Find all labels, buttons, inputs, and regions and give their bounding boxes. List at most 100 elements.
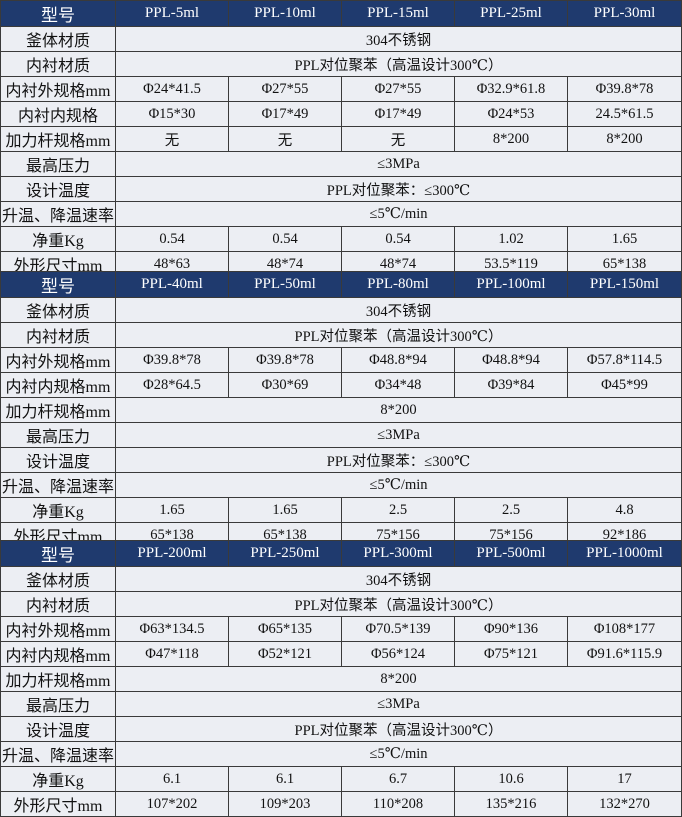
row-label-cell: 外形尺寸mm bbox=[0, 791, 116, 817]
row-label-cell: 净重Kg bbox=[0, 497, 116, 523]
value-cell: 6.7 bbox=[341, 766, 455, 792]
row-label-cell: 内衬内规格 bbox=[0, 101, 116, 127]
merged-value-cell: PPL对位聚苯（高温设计300℃） bbox=[115, 591, 682, 617]
value-cell: Φ32.9*61.8 bbox=[454, 76, 568, 102]
row-label-cell: 净重Kg bbox=[0, 226, 116, 252]
merged-value-cell: 8*200 bbox=[115, 666, 682, 692]
row-label-cell: 釜体材质 bbox=[0, 297, 116, 323]
value-cell: 0.54 bbox=[228, 226, 342, 252]
merged-value-cell: ≤5℃/min bbox=[115, 472, 682, 498]
table-row: 釜体材质 304不锈钢 bbox=[0, 297, 682, 323]
model-header-cell: PPL-100ml bbox=[454, 271, 568, 298]
table-row: 内衬内规格 Φ15*30 Φ17*49 Φ17*49 Φ24*53 24.5*61.5 bbox=[0, 101, 682, 127]
row-label-cell: 内衬内规格mm bbox=[0, 641, 116, 667]
table-row: 升温、降温速率 ≤5℃/min bbox=[0, 201, 682, 227]
table-row: 净重Kg 1.65 1.65 2.5 2.5 4.8 bbox=[0, 497, 682, 523]
model-header-cell: PPL-50ml bbox=[228, 271, 342, 298]
table-row: 釜体材质 304不锈钢 bbox=[0, 566, 682, 592]
spec-table: 型号 PPL-200ml PPL-250ml PPL-300ml PPL-500ml PP… bbox=[0, 540, 682, 817]
value-cell: 8*200 bbox=[567, 126, 682, 152]
row-label-cell: 内衬外规格mm bbox=[0, 76, 116, 102]
model-header-cell: PPL-5ml bbox=[115, 0, 229, 27]
row-label-cell: 内衬材质 bbox=[0, 322, 116, 348]
row-label-cell: 升温、降温速率 bbox=[0, 741, 116, 767]
model-header-cell: PPL-250ml bbox=[228, 540, 342, 567]
value-cell: 24.5*61.5 bbox=[567, 101, 682, 127]
spec-section: 型号 PPL-5ml PPL-10ml PPL-15ml PPL-25ml PPL-30m… bbox=[0, 0, 682, 277]
value-cell: 4.8 bbox=[567, 497, 682, 523]
value-cell: 6.1 bbox=[228, 766, 342, 792]
table-row: 设计温度 PPL对位聚苯（高温设计300℃） bbox=[0, 716, 682, 742]
value-cell: Φ15*30 bbox=[115, 101, 229, 127]
row-label-cell: 加力杆规格mm bbox=[0, 666, 116, 692]
value-cell: Φ28*64.5 bbox=[115, 372, 229, 398]
value-cell: 1.02 bbox=[454, 226, 568, 252]
row-label-cell: 加力杆规格mm bbox=[0, 126, 116, 152]
row-label-cell: 升温、降温速率 bbox=[0, 201, 116, 227]
value-cell: 0.54 bbox=[341, 226, 455, 252]
table-row: 外形尺寸mm 107*202 109*203 110*208 135*216 132*27… bbox=[0, 791, 682, 817]
row-label-cell: 加力杆规格mm bbox=[0, 397, 116, 423]
row-label-cell: 最高压力 bbox=[0, 691, 116, 717]
merged-value-cell: 304不锈钢 bbox=[115, 566, 682, 592]
table-row: 内衬外规格mm Φ63*134.5 Φ65*135 Φ70.5*139 Φ90*136 Φ… bbox=[0, 616, 682, 642]
row-label-cell: 釜体材质 bbox=[0, 26, 116, 52]
value-cell: 1.65 bbox=[228, 497, 342, 523]
merged-value-cell: ≤3MPa bbox=[115, 691, 682, 717]
spec-table: 型号 PPL-40ml PPL-50ml PPL-80ml PPL-100ml PPL-1… bbox=[0, 271, 682, 548]
table-row: 升温、降温速率 ≤5℃/min bbox=[0, 472, 682, 498]
value-cell: 8*200 bbox=[454, 126, 568, 152]
value-cell: Φ39.8*78 bbox=[567, 76, 682, 102]
row-label-cell: 釜体材质 bbox=[0, 566, 116, 592]
value-cell: Φ39.8*78 bbox=[115, 347, 229, 373]
value-cell: 6.1 bbox=[115, 766, 229, 792]
table-row: 升温、降温速率 ≤5℃/min bbox=[0, 741, 682, 767]
table-row: 内衬内规格mm Φ28*64.5 Φ30*69 Φ34*48 Φ39*84 Φ45*99 bbox=[0, 372, 682, 398]
value-cell: 无 bbox=[115, 126, 229, 152]
merged-value-cell: PPL对位聚苯（高温设计300℃） bbox=[115, 322, 682, 348]
value-cell: Φ45*99 bbox=[567, 372, 682, 398]
table-row: 加力杆规格mm 8*200 bbox=[0, 666, 682, 692]
value-cell: 135*216 bbox=[454, 791, 568, 817]
model-header-cell: PPL-150ml bbox=[567, 271, 682, 298]
table-row: 内衬外规格mm Φ24*41.5 Φ27*55 Φ27*55 Φ32.9*61.8 Φ39… bbox=[0, 76, 682, 102]
row-label-cell: 升温、降温速率 bbox=[0, 472, 116, 498]
value-cell: Φ70.5*139 bbox=[341, 616, 455, 642]
value-cell: 132*270 bbox=[567, 791, 682, 817]
table-row: 内衬材质 PPL对位聚苯（高温设计300℃） bbox=[0, 51, 682, 77]
row-label-cell: 设计温度 bbox=[0, 716, 116, 742]
merged-value-cell: 8*200 bbox=[115, 397, 682, 423]
merged-value-cell: ≤3MPa bbox=[115, 151, 682, 177]
row-label-cell: 设计温度 bbox=[0, 447, 116, 473]
value-cell: Φ108*177 bbox=[567, 616, 682, 642]
value-cell: Φ24*41.5 bbox=[115, 76, 229, 102]
spec-table: 型号 PPL-5ml PPL-10ml PPL-15ml PPL-25ml PPL-30m… bbox=[0, 0, 682, 277]
value-cell: Φ30*69 bbox=[228, 372, 342, 398]
merged-value-cell: 304不锈钢 bbox=[115, 297, 682, 323]
header-row: 型号 PPL-40ml PPL-50ml PPL-80ml PPL-100ml PPL-1… bbox=[0, 271, 682, 298]
value-cell: Φ39*84 bbox=[454, 372, 568, 398]
merged-value-cell: ≤5℃/min bbox=[115, 741, 682, 767]
merged-value-cell: ≤5℃/min bbox=[115, 201, 682, 227]
table-row: 加力杆规格mm 无无无 8*200 8*200 bbox=[0, 126, 682, 152]
value-cell: Φ34*48 bbox=[341, 372, 455, 398]
model-header-cell: PPL-500ml bbox=[454, 540, 568, 567]
model-header-cell: PPL-15ml bbox=[341, 0, 455, 27]
value-cell: Φ48.8*94 bbox=[341, 347, 455, 373]
value-cell: Φ75*121 bbox=[454, 641, 568, 667]
model-header-cell: PPL-30ml bbox=[567, 0, 682, 27]
row-label-cell: 内衬材质 bbox=[0, 51, 116, 77]
table-row: 最高压力 ≤3MPa bbox=[0, 422, 682, 448]
row-label-cell: 内衬外规格mm bbox=[0, 616, 116, 642]
value-cell: 107*202 bbox=[115, 791, 229, 817]
value-cell: 1.65 bbox=[567, 226, 682, 252]
header-label-cell: 型号 bbox=[0, 0, 116, 27]
model-header-cell: PPL-1000ml bbox=[567, 540, 682, 567]
header-label-cell: 型号 bbox=[0, 271, 116, 298]
table-row: 釜体材质 304不锈钢 bbox=[0, 26, 682, 52]
table-row: 设计温度 PPL对位聚苯：≤300℃ bbox=[0, 176, 682, 202]
row-label-cell: 净重Kg bbox=[0, 766, 116, 792]
model-header-cell: PPL-10ml bbox=[228, 0, 342, 27]
merged-value-cell: 304不锈钢 bbox=[115, 26, 682, 52]
row-label-cell: 设计温度 bbox=[0, 176, 116, 202]
